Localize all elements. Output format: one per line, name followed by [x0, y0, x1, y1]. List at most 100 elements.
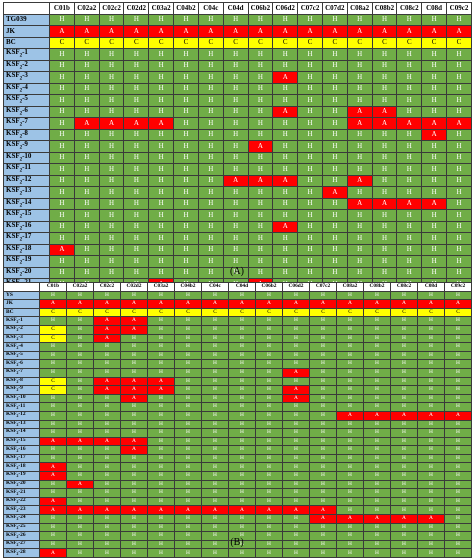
genotype-cell: H	[123, 243, 150, 256]
table-row: KSF2-27 H H H H H H H H H H H H H H H H	[3, 539, 472, 550]
genotype-cell: H	[228, 359, 256, 369]
genotype-cell: H	[417, 419, 445, 430]
genotype-cell: H	[148, 220, 175, 233]
genotype-cell: H	[120, 290, 148, 301]
genotype-cell: H	[336, 488, 364, 498]
genotype-cell: H	[336, 419, 364, 430]
genotype-cell: H	[390, 376, 418, 387]
genotype-cell: H	[444, 453, 472, 464]
genotype-cell: H	[444, 496, 472, 507]
genotype-cell: H	[390, 428, 418, 438]
row-label: KSF2-14	[3, 428, 40, 438]
genotype-cell: H	[309, 290, 337, 301]
genotype-cell: H	[421, 48, 447, 61]
genotype-cell: H	[272, 82, 299, 95]
genotype-cell: A	[255, 505, 283, 516]
genotype-cell: H	[336, 316, 364, 326]
row-label: KSF2-19	[3, 255, 50, 268]
genotype-cell: H	[421, 220, 447, 233]
genotype-cell: H	[147, 514, 175, 524]
genotype-cell: H	[123, 13, 150, 26]
genotype-cell: H	[297, 71, 323, 84]
genotype-cell: H	[371, 232, 398, 245]
genotype-cell: H	[174, 367, 202, 378]
genotype-cell: H	[93, 479, 121, 490]
genotype-cell: H	[73, 243, 100, 256]
genotype-cell: H	[247, 209, 274, 222]
row-label: KSF2-24	[3, 514, 40, 524]
genotype-cell: H	[282, 410, 310, 421]
row-label: KSF2-15	[3, 209, 50, 222]
genotype-cell: H	[390, 548, 418, 558]
genotype-cell: H	[396, 105, 423, 118]
genotype-cell: H	[444, 445, 472, 455]
genotype-cell: H	[421, 209, 447, 222]
genotype-cell: H	[174, 445, 202, 455]
genotype-cell: H	[309, 324, 337, 335]
genotype-cell: H	[255, 471, 283, 481]
column-header: C08d	[417, 282, 445, 292]
genotype-cell: H	[321, 71, 348, 84]
genotype-cell: H	[297, 174, 323, 187]
genotype-cell: H	[201, 428, 229, 438]
genotype-cell: A	[336, 514, 364, 524]
genotype-cell: H	[120, 342, 148, 352]
genotype-cell: C	[49, 36, 75, 49]
genotype-cell: H	[417, 342, 445, 352]
genotype-cell: H	[93, 488, 121, 498]
genotype-cell: H	[147, 402, 175, 412]
genotype-cell: H	[174, 479, 202, 490]
row-label: KSF2-1	[3, 48, 50, 61]
row-label: KSF2-14	[3, 197, 50, 210]
genotype-cell: A	[282, 367, 310, 378]
genotype-cell: H	[396, 128, 423, 141]
genotype-cell: A	[421, 128, 447, 141]
genotype-cell: H	[173, 209, 199, 222]
genotype-cell: H	[363, 324, 391, 335]
genotype-cell: H	[66, 410, 94, 421]
genotype-cell: H	[371, 128, 398, 141]
genotype-cell: C	[446, 36, 472, 49]
genotype-cell: H	[371, 209, 398, 222]
genotype-cell: C	[321, 36, 348, 49]
genotype-cell: H	[49, 13, 75, 26]
genotype-cell: H	[444, 436, 472, 447]
genotype-cell: C	[197, 36, 224, 49]
genotype-cell: H	[346, 13, 373, 26]
table-row: KSF2-2 C H A A H H H H H H H H H H H H	[3, 324, 472, 335]
genotype-cell: A	[336, 410, 364, 421]
genotype-cell: H	[174, 410, 202, 421]
genotype-cell: H	[282, 342, 310, 352]
genotype-cell: H	[66, 514, 94, 524]
genotype-cell: H	[123, 71, 150, 84]
genotype-cell: H	[120, 548, 148, 558]
table-row: YS H H H H H H H H H H H H H H H H	[3, 290, 472, 301]
genotype-cell: H	[282, 514, 310, 524]
genotype-cell: H	[39, 342, 67, 352]
genotype-cell: H	[444, 505, 472, 516]
genotype-cell: H	[446, 59, 472, 72]
genotype-cell: H	[174, 359, 202, 369]
genotype-cell: H	[309, 548, 337, 558]
column-header: C08b2	[371, 2, 398, 15]
genotype-cell: H	[363, 488, 391, 498]
genotype-cell: H	[417, 402, 445, 412]
genotype-cell: H	[417, 333, 445, 344]
genotype-cell: H	[147, 479, 175, 490]
genotype-cell: A	[174, 505, 202, 516]
genotype-cell: A	[201, 299, 229, 309]
genotype-cell: H	[201, 316, 229, 326]
genotype-cell: H	[255, 462, 283, 473]
genotype-cell: H	[174, 488, 202, 498]
column-header: C04b2	[173, 2, 199, 15]
genotype-cell: H	[201, 488, 229, 498]
table-row: KSF2-7 H A A A A H H H H H H H A A A A A	[3, 117, 472, 130]
genotype-cell: A	[147, 299, 175, 309]
column-header: C07c2	[297, 2, 323, 15]
genotype-cell: H	[66, 350, 94, 361]
column-header: C04c	[201, 282, 229, 292]
genotype-cell: H	[147, 453, 175, 464]
row-label: KSF2-15	[3, 436, 40, 447]
genotype-cell: H	[123, 174, 150, 187]
genotype-cell: H	[396, 71, 423, 84]
